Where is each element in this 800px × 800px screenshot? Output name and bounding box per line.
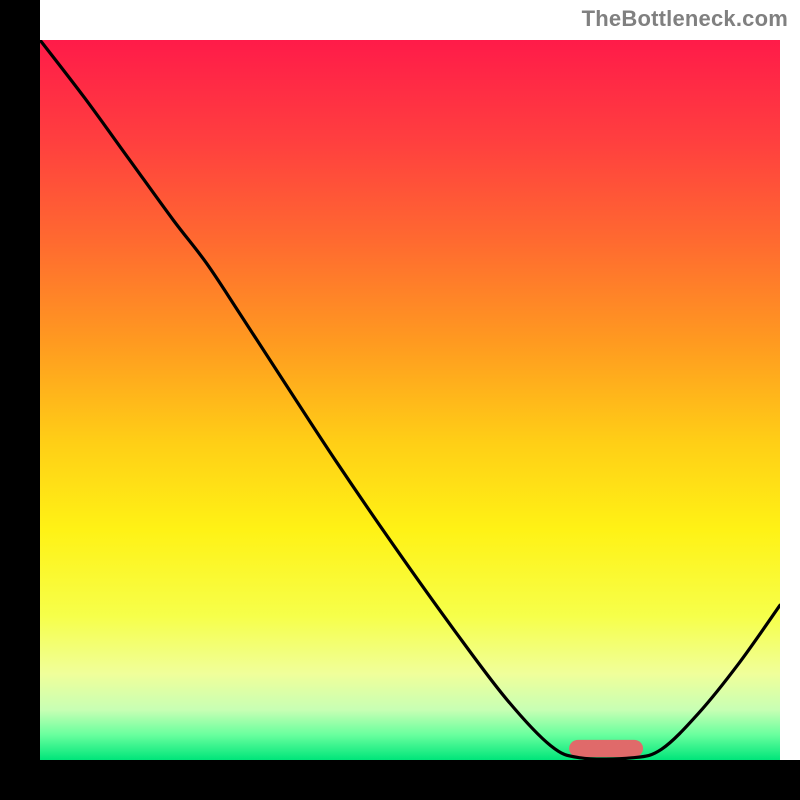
- y-axis: [0, 0, 40, 800]
- gradient-background: [40, 40, 780, 760]
- watermark-text: TheBottleneck.com: [582, 6, 788, 32]
- bottleneck-marker: [569, 740, 643, 757]
- chart-stage: TheBottleneck.com: [0, 0, 800, 800]
- x-axis: [0, 760, 800, 800]
- chart-svg: [0, 0, 800, 800]
